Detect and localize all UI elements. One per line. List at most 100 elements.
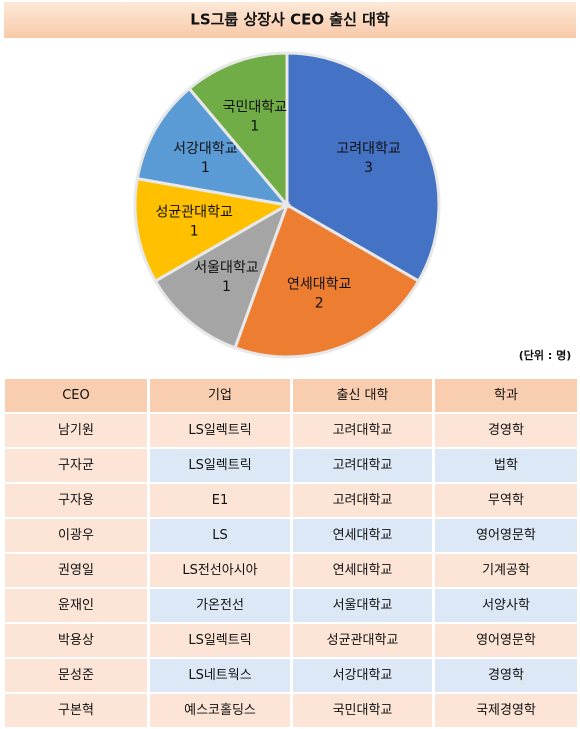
- slice-value: 1: [222, 279, 231, 295]
- table-cell: [293, 659, 432, 692]
- table-cell: [293, 414, 432, 447]
- pie-slice: [233, 202, 421, 359]
- table-cell: [293, 694, 432, 727]
- cell-text: 서울대학교: [333, 598, 393, 613]
- slice-label: 국민대학교: [223, 99, 288, 115]
- header-text: CEO: [62, 388, 90, 403]
- cell-text: 국민대학교: [333, 703, 393, 718]
- slice-value: 1: [201, 160, 210, 176]
- cell-text: LS: [212, 528, 228, 543]
- cell-text: 무역학: [488, 493, 524, 508]
- table-cell: [435, 519, 577, 552]
- cell-text: 남기원: [58, 423, 94, 438]
- cell-text: 문성준: [58, 668, 94, 683]
- cell-text: 윤재인: [58, 598, 94, 613]
- cell-text: 서양사학: [482, 598, 530, 613]
- table-cell: [150, 519, 290, 552]
- table-cell: [5, 519, 147, 552]
- cell-text: LS일렉트릭: [188, 458, 251, 473]
- table-cell: [150, 694, 290, 727]
- table-cell: [150, 624, 290, 657]
- cell-text: 고려대학교: [333, 423, 393, 438]
- pie-slice: [135, 86, 291, 208]
- unit-note: (단위 : 명): [519, 348, 571, 362]
- cell-text: 서강대학교: [333, 668, 393, 683]
- header-text: 기업: [208, 388, 232, 403]
- table-cell: [150, 484, 290, 517]
- table-cell: [435, 659, 577, 692]
- table-cell: [5, 694, 147, 727]
- slice-label: 고려대학교: [336, 141, 401, 157]
- pie-slice: [285, 51, 441, 284]
- table-cell: [150, 554, 290, 587]
- slice-value: 1: [250, 118, 259, 134]
- slice-label: 성균관대학교: [156, 204, 233, 220]
- header-cell: [293, 379, 432, 412]
- table-cell: [5, 449, 147, 482]
- cell-text: 연세대학교: [333, 563, 393, 578]
- table-cell: [5, 624, 147, 657]
- cell-text: 성균관대학교: [327, 633, 399, 648]
- table-cell: [435, 414, 577, 447]
- table-cell: [5, 554, 147, 587]
- table-cell: [293, 449, 432, 482]
- slice-label: 연세대학교: [287, 277, 352, 293]
- header-text: 학과: [494, 388, 518, 403]
- table-cell: [5, 589, 147, 622]
- cell-text: 연세대학교: [333, 528, 393, 543]
- cell-text: 기계공학: [482, 563, 530, 578]
- header-cell: [435, 379, 577, 412]
- slice-value: 1: [190, 223, 199, 239]
- cell-text: LS전선아시아: [182, 563, 257, 578]
- cell-text: 영어영문학: [476, 528, 536, 543]
- table-cell: [435, 694, 577, 727]
- cell-text: 박용상: [58, 633, 94, 648]
- table-cell: [435, 554, 577, 587]
- table-cell: [293, 624, 432, 657]
- title-bar: [4, 2, 576, 38]
- cell-text: E1: [212, 493, 229, 508]
- table-cell: [435, 589, 577, 622]
- table-cell: [293, 554, 432, 587]
- cell-text: 고려대학교: [333, 493, 393, 508]
- cell-text: 고려대학교: [333, 458, 393, 473]
- cell-text: 법학: [494, 458, 518, 473]
- pie-slice: [133, 176, 292, 284]
- cell-text: 이광우: [58, 528, 94, 543]
- table-cell: [293, 589, 432, 622]
- cell-text: 권영일: [58, 563, 94, 578]
- cell-text: 경영학: [488, 423, 524, 438]
- cell-text: 경영학: [488, 668, 524, 683]
- header-cell: [5, 379, 147, 412]
- table-cell: [150, 659, 290, 692]
- cell-text: LS네트웍스: [188, 668, 251, 683]
- cell-text: 영어영문학: [476, 633, 536, 648]
- pie-slice: [153, 201, 290, 350]
- slice-label: 서울대학교: [194, 260, 259, 276]
- cell-text: 구자용: [58, 493, 94, 508]
- header-cell: [150, 379, 290, 412]
- cell-text: LS일렉트릭: [188, 633, 251, 648]
- table-cell: [293, 519, 432, 552]
- table-cell: [435, 484, 577, 517]
- cell-text: LS일렉트릭: [188, 423, 251, 438]
- cell-text: 구본혁: [58, 703, 94, 718]
- table-cell: [150, 589, 290, 622]
- pie-slice: [187, 51, 289, 210]
- cell-text: 구자균: [58, 458, 94, 473]
- table-cell: [5, 659, 147, 692]
- table-cell: [5, 484, 147, 517]
- slice-label: 서강대학교: [173, 141, 238, 157]
- table-cell: [150, 414, 290, 447]
- table-cell: [435, 624, 577, 657]
- table-cell: [5, 414, 147, 447]
- cell-text: 가온전선: [196, 598, 244, 613]
- table-cell: [435, 449, 577, 482]
- cell-text: 국제경영학: [476, 703, 536, 718]
- chart-title: LS그룹 상장사 CEO 출신 대학: [190, 11, 390, 29]
- table-cell: [293, 484, 432, 517]
- header-text: 출신 대학: [337, 388, 389, 403]
- table-cell: [150, 449, 290, 482]
